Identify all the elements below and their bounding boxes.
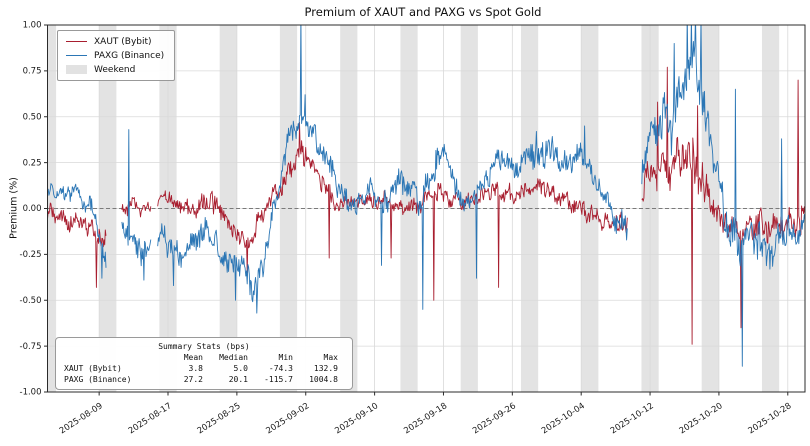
legend: XAUT (Bybit) PAXG (Binance) Weekend [57, 30, 176, 81]
stats-col-median: Median [219, 353, 248, 362]
y-tick-label: -0.50 [20, 296, 42, 306]
legend-item-paxg: PAXG (Binance) [66, 50, 164, 61]
y-tick-label: -0.25 [20, 250, 42, 260]
legend-label-weekend: Weekend [94, 64, 136, 75]
stats-col-max: Max [323, 353, 338, 362]
stats-row-label: XAUT (Bybit) [64, 364, 122, 373]
chart-title: Premium of XAUT and PAXG vs Spot Gold [304, 5, 542, 19]
paxg-line-swatch [66, 55, 87, 56]
y-tick-label: 0.50 [23, 112, 42, 122]
stats-col-min: Min [278, 353, 293, 362]
legend-item-weekend: Weekend [66, 64, 164, 75]
x-tick-label: 2025-08-09 [58, 401, 105, 436]
y-tick-label: 1.00 [23, 21, 42, 31]
y-tick-label: 0.75 [23, 67, 42, 77]
paxg-max: 1004.8 [309, 375, 338, 384]
paxg-mean: 27.2 [183, 375, 203, 384]
stats-row-paxg: PAXG (Binance) 27.2 20.1 -115.7 1004.8 [64, 374, 344, 385]
y-tick-label: -0.75 [20, 342, 42, 352]
paxg-series-line [47, 25, 805, 367]
x-tick-label: 2025-10-20 [678, 401, 725, 436]
y-tick-label: 0.00 [23, 204, 42, 214]
x-tick-label: 2025-09-10 [333, 401, 380, 436]
xaut-series-line [47, 66, 805, 345]
series-lines [47, 25, 805, 367]
xaut-line-swatch [66, 41, 87, 42]
x-tick-label: 2025-08-17 [127, 401, 174, 436]
xaut-max: 132.9 [313, 364, 338, 373]
paxg-min: -115.7 [264, 375, 293, 384]
y-tick-label: -1.00 [20, 388, 42, 398]
summary-stats-header: Mean Median Min Max [64, 352, 344, 363]
y-axis-label: Premium (%) [8, 177, 20, 239]
x-tick-label: 2025-09-02 [264, 401, 311, 436]
legend-item-xaut: XAUT (Bybit) [66, 36, 164, 47]
weekend-patch-swatch [66, 65, 87, 74]
x-tick-label: 2025-09-18 [402, 401, 449, 436]
x-tick-label: 2025-10-04 [540, 401, 587, 436]
x-tick-label: 2025-09-26 [471, 401, 518, 436]
xaut-mean: 3.8 [188, 364, 203, 373]
x-tick-label: 2025-10-28 [747, 401, 794, 436]
y-tick-label: 0.25 [23, 158, 42, 168]
paxg-median: 20.1 [228, 375, 248, 384]
xaut-min: -74.3 [268, 364, 293, 373]
stats-row-label: PAXG (Binance) [64, 375, 132, 384]
legend-label-paxg: PAXG (Binance) [94, 50, 165, 61]
x-tick-label: 2025-08-25 [196, 401, 243, 436]
x-tick-label: 2025-10-12 [609, 401, 656, 436]
stats-header-spacer [64, 352, 158, 363]
summary-stats-title: Summary Stats (bps) [158, 342, 250, 351]
summary-stats-box: Summary Stats (bps) Mean Median Min Max … [55, 337, 353, 390]
xaut-median: 5.0 [233, 364, 248, 373]
stats-row-xaut: XAUT (Bybit) 3.8 5.0 -74.3 132.9 [64, 363, 344, 374]
legend-label-xaut: XAUT (Bybit) [94, 36, 152, 47]
stats-col-mean: Mean [183, 353, 203, 362]
